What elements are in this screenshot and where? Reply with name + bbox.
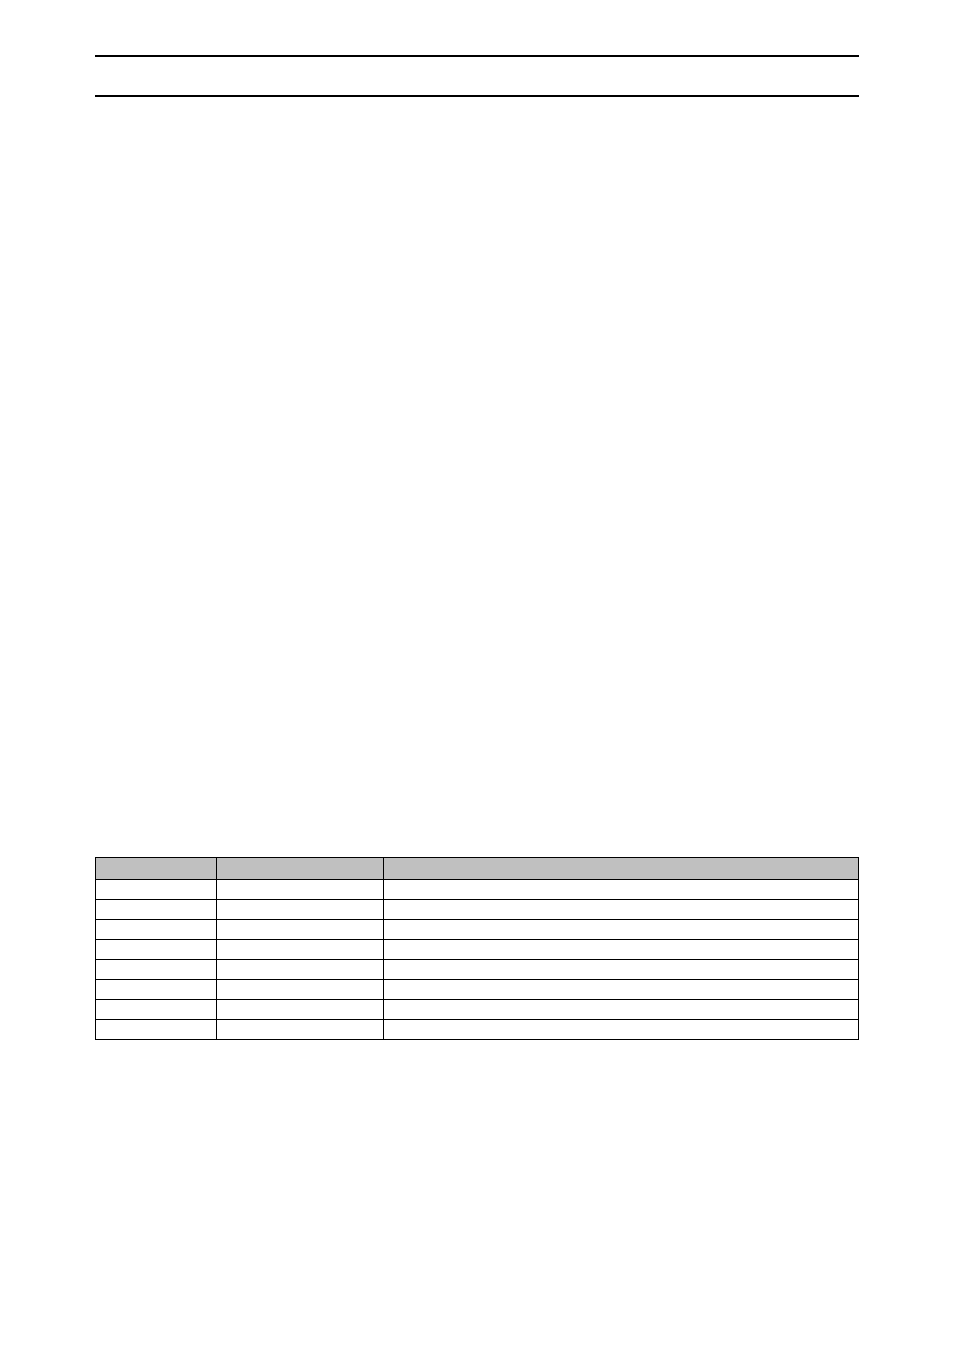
header-rule-top (95, 55, 859, 57)
table-cell (96, 960, 217, 980)
table-cell (96, 940, 217, 960)
content-spacer (95, 97, 859, 857)
table-cell (96, 1000, 217, 1020)
table-cell (384, 1020, 859, 1040)
table-cell (384, 960, 859, 980)
table-cell (384, 1000, 859, 1020)
table-cell (96, 880, 217, 900)
table-row (96, 900, 859, 920)
table-cell (384, 920, 859, 940)
table-cell (96, 920, 217, 940)
table-header-cell (96, 858, 217, 880)
table-cell (217, 940, 384, 960)
page-container (0, 0, 954, 1040)
table-row (96, 1020, 859, 1040)
table-cell (96, 1020, 217, 1040)
table-row (96, 920, 859, 940)
table-row (96, 940, 859, 960)
table-cell (384, 940, 859, 960)
table-header-row (96, 858, 859, 880)
table-cell (96, 900, 217, 920)
data-table (95, 857, 859, 1040)
table-cell (217, 1020, 384, 1040)
table-row (96, 960, 859, 980)
table-row (96, 980, 859, 1000)
table-header-cell (384, 858, 859, 880)
table-cell (217, 980, 384, 1000)
table-body (96, 880, 859, 1040)
data-table-container (95, 857, 859, 1040)
table-cell (217, 1000, 384, 1020)
table-row (96, 880, 859, 900)
table-cell (384, 880, 859, 900)
table-cell (96, 980, 217, 1000)
table-header-cell (217, 858, 384, 880)
table-cell (217, 960, 384, 980)
table-cell (384, 980, 859, 1000)
table-cell (217, 920, 384, 940)
table-row (96, 1000, 859, 1020)
table-cell (384, 900, 859, 920)
table-cell (217, 900, 384, 920)
table-cell (217, 880, 384, 900)
